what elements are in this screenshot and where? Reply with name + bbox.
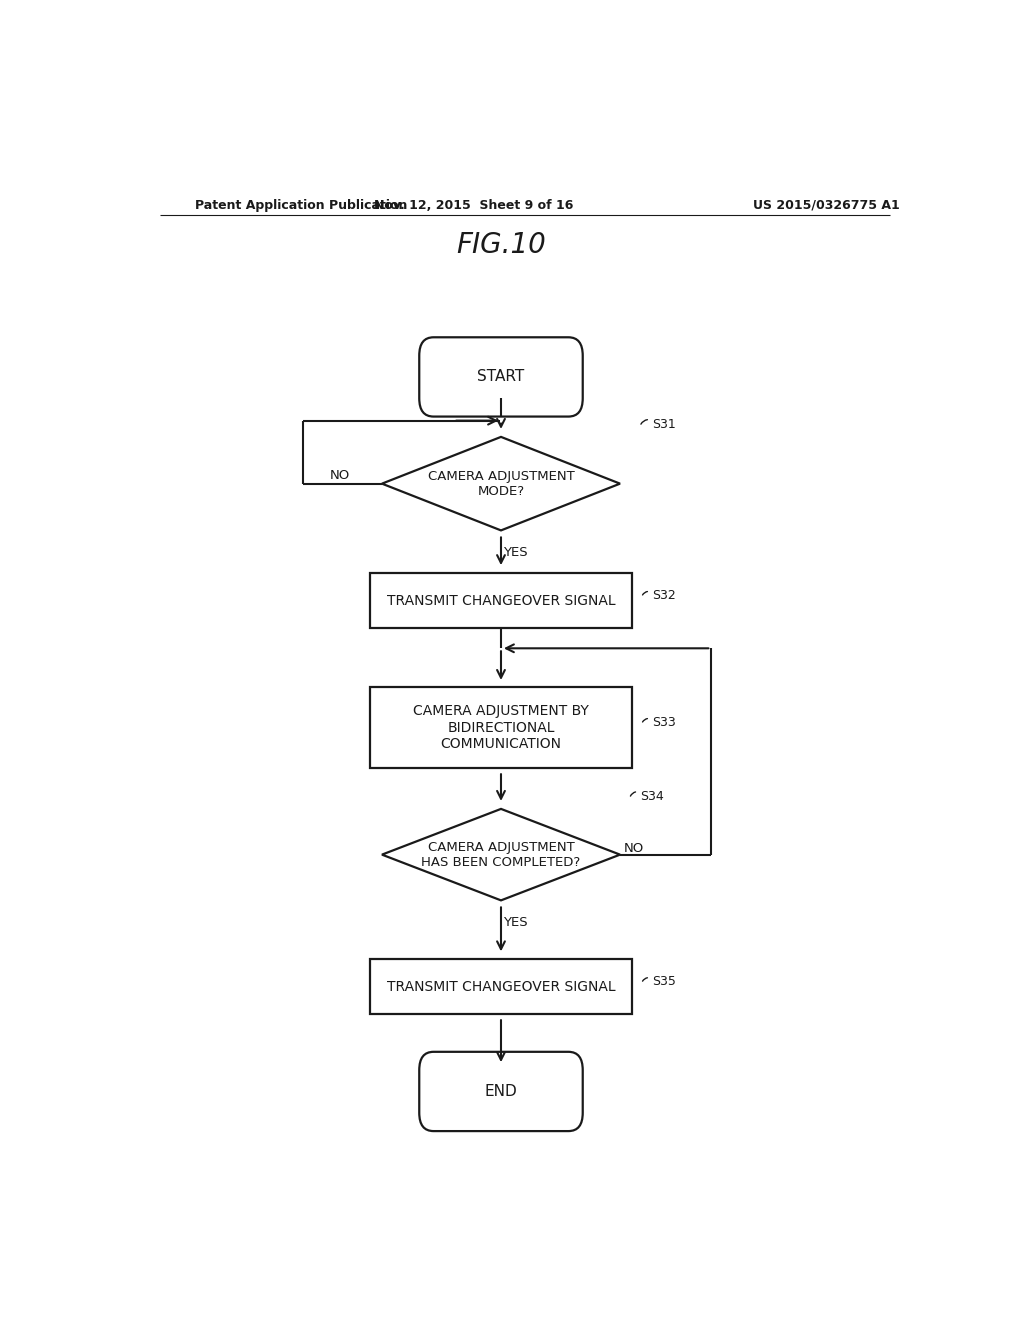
FancyBboxPatch shape: [419, 338, 583, 417]
Text: FIG.10: FIG.10: [456, 231, 546, 259]
Bar: [370, 960, 632, 1014]
Text: YES: YES: [503, 916, 527, 929]
Text: NO: NO: [330, 469, 350, 482]
Text: CAMERA ADJUSTMENT
HAS BEEN COMPLETED?: CAMERA ADJUSTMENT HAS BEEN COMPLETED?: [421, 841, 581, 869]
Text: S35: S35: [652, 975, 676, 989]
Text: YES: YES: [503, 546, 527, 560]
Bar: [370, 573, 632, 628]
Text: CAMERA ADJUSTMENT BY
BIDIRECTIONAL
COMMUNICATION: CAMERA ADJUSTMENT BY BIDIRECTIONAL COMMU…: [413, 705, 589, 751]
FancyBboxPatch shape: [419, 1052, 583, 1131]
Polygon shape: [382, 809, 620, 900]
Text: TRANSMIT CHANGEOVER SIGNAL: TRANSMIT CHANGEOVER SIGNAL: [387, 594, 615, 607]
Text: S34: S34: [640, 791, 664, 803]
Text: END: END: [484, 1084, 517, 1100]
Text: TRANSMIT CHANGEOVER SIGNAL: TRANSMIT CHANGEOVER SIGNAL: [387, 979, 615, 994]
Bar: [370, 686, 632, 768]
Text: NO: NO: [624, 842, 644, 855]
Text: US 2015/0326775 A1: US 2015/0326775 A1: [753, 198, 900, 211]
Text: CAMERA ADJUSTMENT
MODE?: CAMERA ADJUSTMENT MODE?: [428, 470, 574, 498]
Text: S33: S33: [652, 715, 676, 729]
Polygon shape: [382, 437, 620, 531]
Text: S32: S32: [652, 589, 676, 602]
Text: Patent Application Publication: Patent Application Publication: [196, 198, 408, 211]
Text: S31: S31: [652, 418, 676, 432]
Text: START: START: [477, 370, 524, 384]
Text: Nov. 12, 2015  Sheet 9 of 16: Nov. 12, 2015 Sheet 9 of 16: [374, 198, 572, 211]
